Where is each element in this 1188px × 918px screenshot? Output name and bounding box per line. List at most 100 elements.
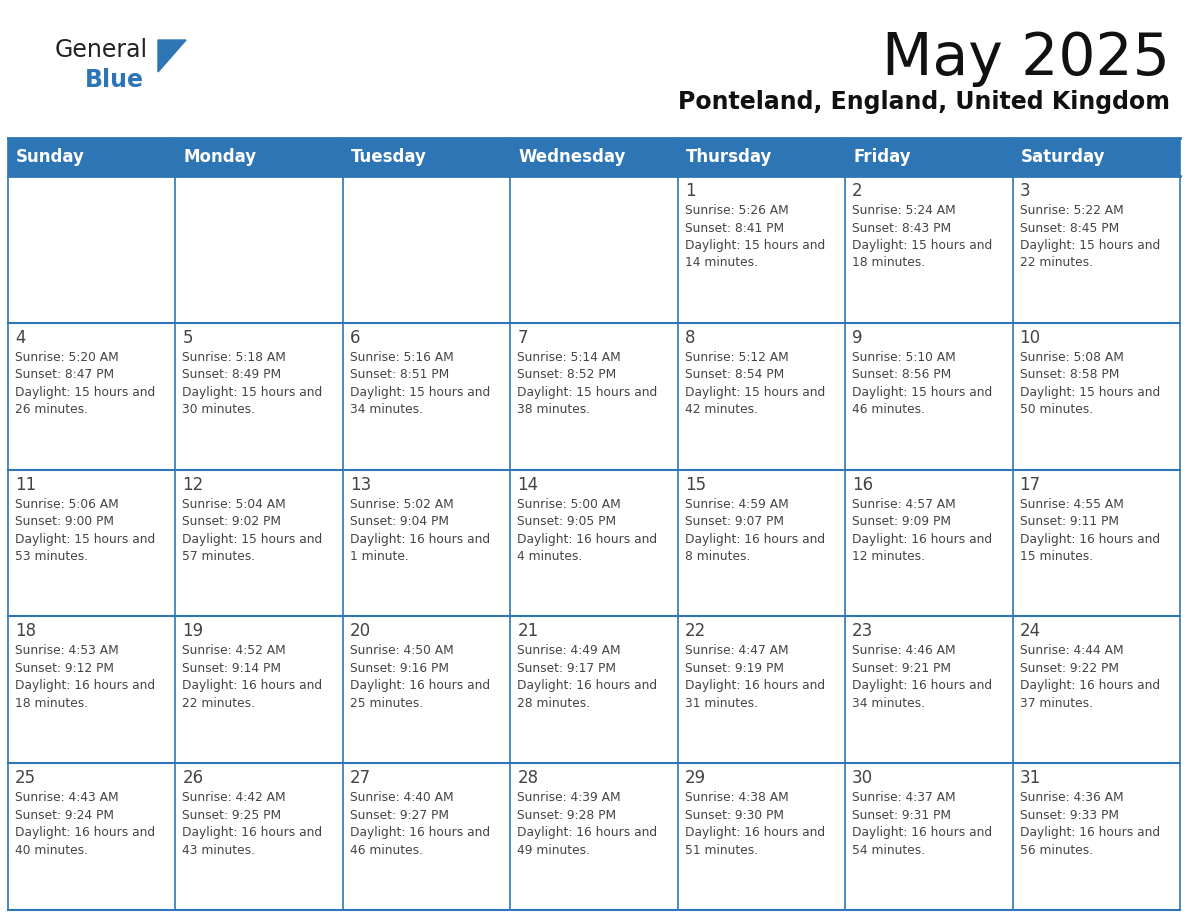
Text: 37 minutes.: 37 minutes. [1019,697,1093,710]
Text: 30: 30 [852,769,873,788]
Text: 8: 8 [684,329,695,347]
Text: 17: 17 [1019,476,1041,494]
Text: Sunset: 8:58 PM: Sunset: 8:58 PM [1019,368,1119,381]
Text: Sunset: 9:17 PM: Sunset: 9:17 PM [517,662,617,675]
Text: 18: 18 [15,622,36,641]
Bar [845,323,1012,470]
Text: 20: 20 [349,622,371,641]
Text: Sunset: 8:47 PM: Sunset: 8:47 PM [15,368,114,381]
Text: Sunset: 8:54 PM: Sunset: 8:54 PM [684,368,784,381]
Bar [1012,763,1180,910]
Text: Sunset: 9:25 PM: Sunset: 9:25 PM [183,809,282,822]
Text: 21: 21 [517,622,538,641]
Bar [677,176,845,323]
Text: Daylight: 16 hours and: Daylight: 16 hours and [1019,679,1159,692]
Text: Sunset: 9:04 PM: Sunset: 9:04 PM [349,515,449,528]
Text: 26 minutes.: 26 minutes. [15,403,88,416]
Text: Sunset: 9:24 PM: Sunset: 9:24 PM [15,809,114,822]
Bar [343,176,511,323]
Text: Sunset: 9:05 PM: Sunset: 9:05 PM [517,515,617,528]
Text: Wednesday: Wednesday [518,148,626,166]
Text: 25: 25 [15,769,36,788]
Text: Sunrise: 4:37 AM: Sunrise: 4:37 AM [852,791,956,804]
Bar [343,616,511,763]
Text: 1 minute.: 1 minute. [349,550,409,563]
Text: Daylight: 16 hours and: Daylight: 16 hours and [15,826,156,839]
Text: 5: 5 [183,329,192,347]
Text: 29: 29 [684,769,706,788]
Text: 46 minutes.: 46 minutes. [349,844,423,856]
Text: Blue: Blue [86,68,144,92]
Text: Daylight: 16 hours and: Daylight: 16 hours and [183,826,323,839]
Bar [8,470,176,616]
Text: Daylight: 16 hours and: Daylight: 16 hours and [852,826,992,839]
Bar [343,323,511,470]
Text: 54 minutes.: 54 minutes. [852,844,925,856]
Text: Daylight: 16 hours and: Daylight: 16 hours and [1019,532,1159,545]
Text: Sunday: Sunday [15,148,84,166]
Text: 6: 6 [349,329,360,347]
Text: 53 minutes.: 53 minutes. [15,550,88,563]
Text: Sunrise: 4:46 AM: Sunrise: 4:46 AM [852,644,956,657]
Text: Sunset: 9:27 PM: Sunset: 9:27 PM [349,809,449,822]
Text: Daylight: 16 hours and: Daylight: 16 hours and [349,532,489,545]
Text: Sunset: 9:14 PM: Sunset: 9:14 PM [183,662,282,675]
Text: 16: 16 [852,476,873,494]
Text: Monday: Monday [183,148,257,166]
Bar [1012,470,1180,616]
Text: Sunset: 8:52 PM: Sunset: 8:52 PM [517,368,617,381]
Text: Sunset: 9:22 PM: Sunset: 9:22 PM [1019,662,1119,675]
Text: 23: 23 [852,622,873,641]
Text: Sunrise: 5:12 AM: Sunrise: 5:12 AM [684,351,789,364]
Text: Sunrise: 5:20 AM: Sunrise: 5:20 AM [15,351,119,364]
Text: Sunset: 9:30 PM: Sunset: 9:30 PM [684,809,784,822]
Text: Sunset: 8:43 PM: Sunset: 8:43 PM [852,221,952,234]
Text: Tuesday: Tuesday [350,148,426,166]
Text: 46 minutes.: 46 minutes. [852,403,925,416]
Text: 38 minutes.: 38 minutes. [517,403,590,416]
Text: Sunrise: 5:04 AM: Sunrise: 5:04 AM [183,498,286,510]
Text: Sunrise: 5:22 AM: Sunrise: 5:22 AM [1019,204,1124,217]
Text: Sunrise: 4:50 AM: Sunrise: 4:50 AM [349,644,454,657]
Bar [176,470,343,616]
Text: 22 minutes.: 22 minutes. [183,697,255,710]
Text: Sunrise: 5:08 AM: Sunrise: 5:08 AM [1019,351,1124,364]
Text: 15: 15 [684,476,706,494]
Bar [343,763,511,910]
Bar [511,323,677,470]
Text: Sunrise: 4:40 AM: Sunrise: 4:40 AM [349,791,454,804]
Text: 1: 1 [684,182,695,200]
Text: 14 minutes.: 14 minutes. [684,256,758,270]
Text: Daylight: 15 hours and: Daylight: 15 hours and [15,532,156,545]
Bar [511,763,677,910]
Bar [176,323,343,470]
Text: Daylight: 15 hours and: Daylight: 15 hours and [852,239,992,252]
Text: Friday: Friday [853,148,911,166]
Text: 10: 10 [1019,329,1041,347]
Text: Sunrise: 4:43 AM: Sunrise: 4:43 AM [15,791,119,804]
Text: Sunrise: 5:06 AM: Sunrise: 5:06 AM [15,498,119,510]
Text: Daylight: 15 hours and: Daylight: 15 hours and [517,386,657,398]
Text: Daylight: 16 hours and: Daylight: 16 hours and [517,679,657,692]
Text: 11: 11 [15,476,37,494]
Text: Sunrise: 4:55 AM: Sunrise: 4:55 AM [1019,498,1124,510]
Text: Daylight: 15 hours and: Daylight: 15 hours and [852,386,992,398]
Bar [677,323,845,470]
Text: 26: 26 [183,769,203,788]
Bar [343,470,511,616]
Text: 28 minutes.: 28 minutes. [517,697,590,710]
Text: Daylight: 16 hours and: Daylight: 16 hours and [852,532,992,545]
Bar [8,138,1180,176]
Bar [8,616,176,763]
Text: 7: 7 [517,329,527,347]
Bar [677,763,845,910]
Text: General: General [55,38,148,62]
Text: 13: 13 [349,476,371,494]
Text: Saturday: Saturday [1020,148,1105,166]
Text: 56 minutes.: 56 minutes. [1019,844,1093,856]
Bar [176,176,343,323]
Text: Daylight: 15 hours and: Daylight: 15 hours and [183,532,323,545]
Text: 34 minutes.: 34 minutes. [852,697,925,710]
Bar [677,470,845,616]
Text: 14: 14 [517,476,538,494]
